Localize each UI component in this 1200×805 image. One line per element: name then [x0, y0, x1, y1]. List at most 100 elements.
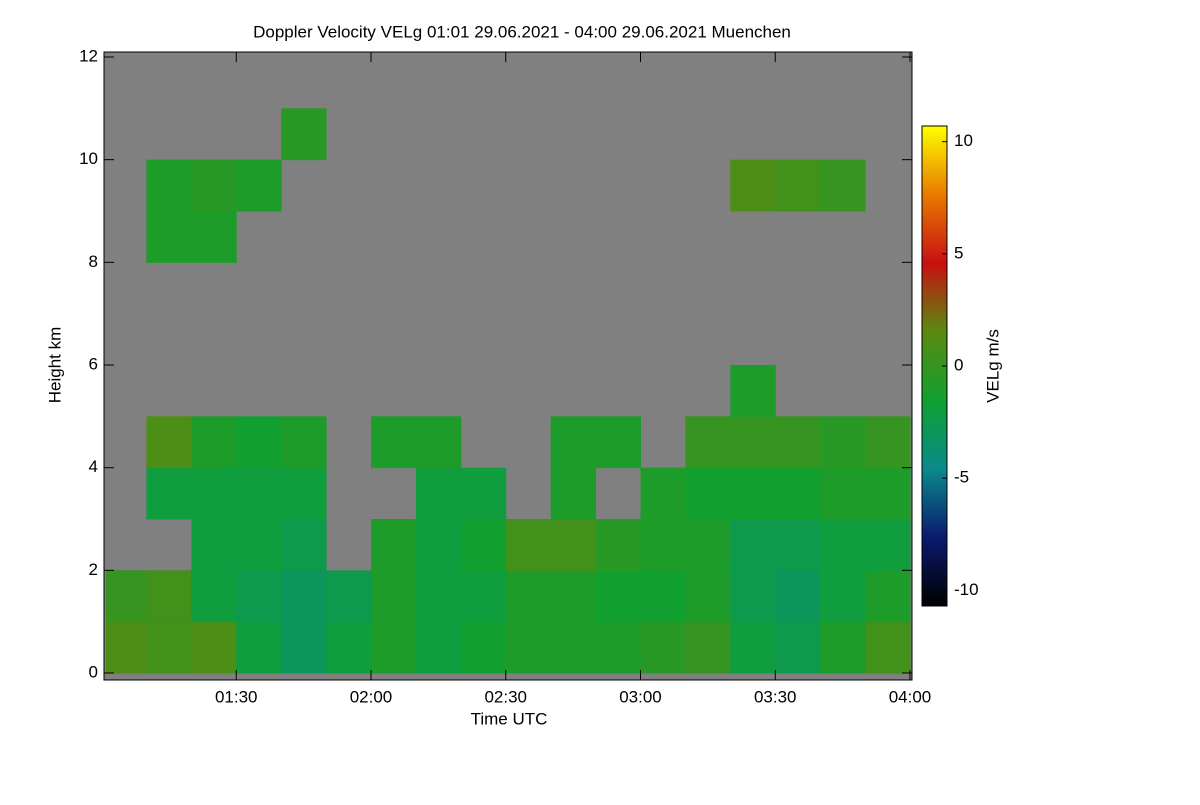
heatmap-cell: [865, 416, 911, 469]
heatmap-cell: [460, 519, 507, 571]
x-tick-label: 03:00: [619, 687, 662, 706]
y-tick-label: 12: [79, 46, 98, 65]
heatmap-cell: [281, 519, 327, 571]
heatmap-cell: [685, 519, 731, 571]
y-tick-label: 2: [89, 560, 98, 579]
heatmap-cell: [146, 570, 192, 623]
heatmap-cell: [236, 159, 282, 212]
heatmap-cell: [550, 570, 597, 623]
heatmap-cell: [191, 416, 237, 469]
heatmap-cell: [191, 159, 237, 212]
heatmap-cell: [505, 570, 552, 623]
heatmap-cell: [505, 621, 552, 674]
heatmap-cell: [820, 159, 866, 212]
heatmap-cell: [326, 621, 372, 674]
colorbar-tick-label: 5: [954, 243, 963, 262]
heatmap-cell: [595, 416, 642, 469]
heatmap-cell: [730, 570, 776, 623]
heatmap-cell: [820, 621, 866, 674]
heatmap-cell: [146, 621, 192, 674]
heatmap-cell: [550, 416, 597, 469]
heatmap-cell: [775, 570, 821, 623]
colorbar-tick-label: 10: [954, 131, 973, 150]
heatmap-cell: [146, 159, 192, 212]
heatmap-cell: [775, 416, 821, 469]
heatmap-cell: [371, 570, 417, 623]
colorbar-tick-label: -10: [954, 580, 979, 599]
colorbar-label: VELg m/s: [983, 329, 1002, 403]
heatmap-cell: [685, 416, 731, 469]
heatmap-cell: [281, 467, 327, 520]
heatmap-cell: [775, 159, 821, 212]
heatmap-cell: [640, 519, 686, 571]
x-tick-label: 04:00: [889, 687, 932, 706]
heatmap-cell: [865, 621, 911, 674]
heatmap-cell: [281, 108, 327, 161]
y-tick-label: 6: [89, 354, 98, 373]
colorbar-tick-label: -5: [954, 468, 969, 487]
heatmap-cell: [415, 416, 462, 469]
heatmap-cell: [191, 519, 237, 571]
y-tick-label: 10: [79, 149, 98, 168]
heatmap-cell: [595, 621, 642, 674]
heatmap-cell: [460, 467, 507, 520]
heatmap-cell: [106, 621, 147, 674]
y-tick-label: 8: [89, 252, 98, 271]
heatmap-cell: [191, 570, 237, 623]
heatmap-cell: [730, 159, 776, 212]
heatmap-cell: [595, 570, 642, 623]
heatmap-cell: [415, 570, 462, 623]
heatmap-cell: [865, 467, 911, 520]
heatmap-cell: [640, 621, 686, 674]
heatmap-cell: [371, 416, 417, 469]
y-tick-label: 0: [89, 662, 98, 681]
heatmap-cell: [236, 467, 282, 520]
x-tick-label: 02:30: [484, 687, 527, 706]
heatmap-cell: [865, 570, 911, 623]
heatmap-cell: [775, 519, 821, 571]
heatmap-cell: [281, 416, 327, 469]
heatmap-cell: [415, 467, 462, 520]
heatmap-cell: [865, 519, 911, 571]
heatmap-cell: [685, 621, 731, 674]
heatmap-cell: [685, 570, 731, 623]
heatmap-cell: [820, 416, 866, 469]
plot-frame: [103, 51, 913, 681]
heatmap-cell: [146, 467, 192, 520]
x-axis-label: Time UTC: [471, 709, 548, 728]
heatmap-cell: [191, 621, 237, 674]
heatmap-cell: [820, 467, 866, 520]
heatmap-cell: [236, 621, 282, 674]
x-tick-label: 01:30: [215, 687, 258, 706]
heatmap-cell: [595, 519, 642, 571]
heatmap-cell: [460, 621, 507, 674]
chart-title: Doppler Velocity VELg 01:01 29.06.2021 -…: [253, 22, 791, 41]
heatmap-cell: [236, 416, 282, 469]
colorbar-tick-label: 0: [954, 355, 963, 374]
heatmap-cell: [281, 621, 327, 674]
heatmap-cell: [415, 519, 462, 571]
heatmap-cell: [730, 416, 776, 469]
heatmap-cell: [640, 570, 686, 623]
heatmap-cell: [550, 621, 597, 674]
heatmap-cell: [640, 467, 686, 520]
heatmap-cell: [326, 570, 372, 623]
heatmap-cell: [415, 621, 462, 674]
heatmap-cell: [191, 211, 237, 263]
heatmap-cell: [685, 467, 731, 520]
heatmap-cell: [236, 519, 282, 571]
heatmap-cell: [820, 519, 866, 571]
y-tick-label: 4: [89, 457, 98, 476]
heatmap-cell: [146, 416, 192, 469]
heatmap-cell: [730, 365, 776, 417]
heatmap-cell: [371, 621, 417, 674]
heatmap-cell: [730, 519, 776, 571]
heatmap-cell: [730, 467, 776, 520]
heatmap-cell: [505, 519, 552, 571]
heatmap-cell: [146, 211, 192, 263]
heatmap-cell: [730, 621, 776, 674]
heatmap-cell: [106, 570, 147, 623]
heatmap-cell: [775, 621, 821, 674]
heatmap-cell: [550, 467, 597, 520]
